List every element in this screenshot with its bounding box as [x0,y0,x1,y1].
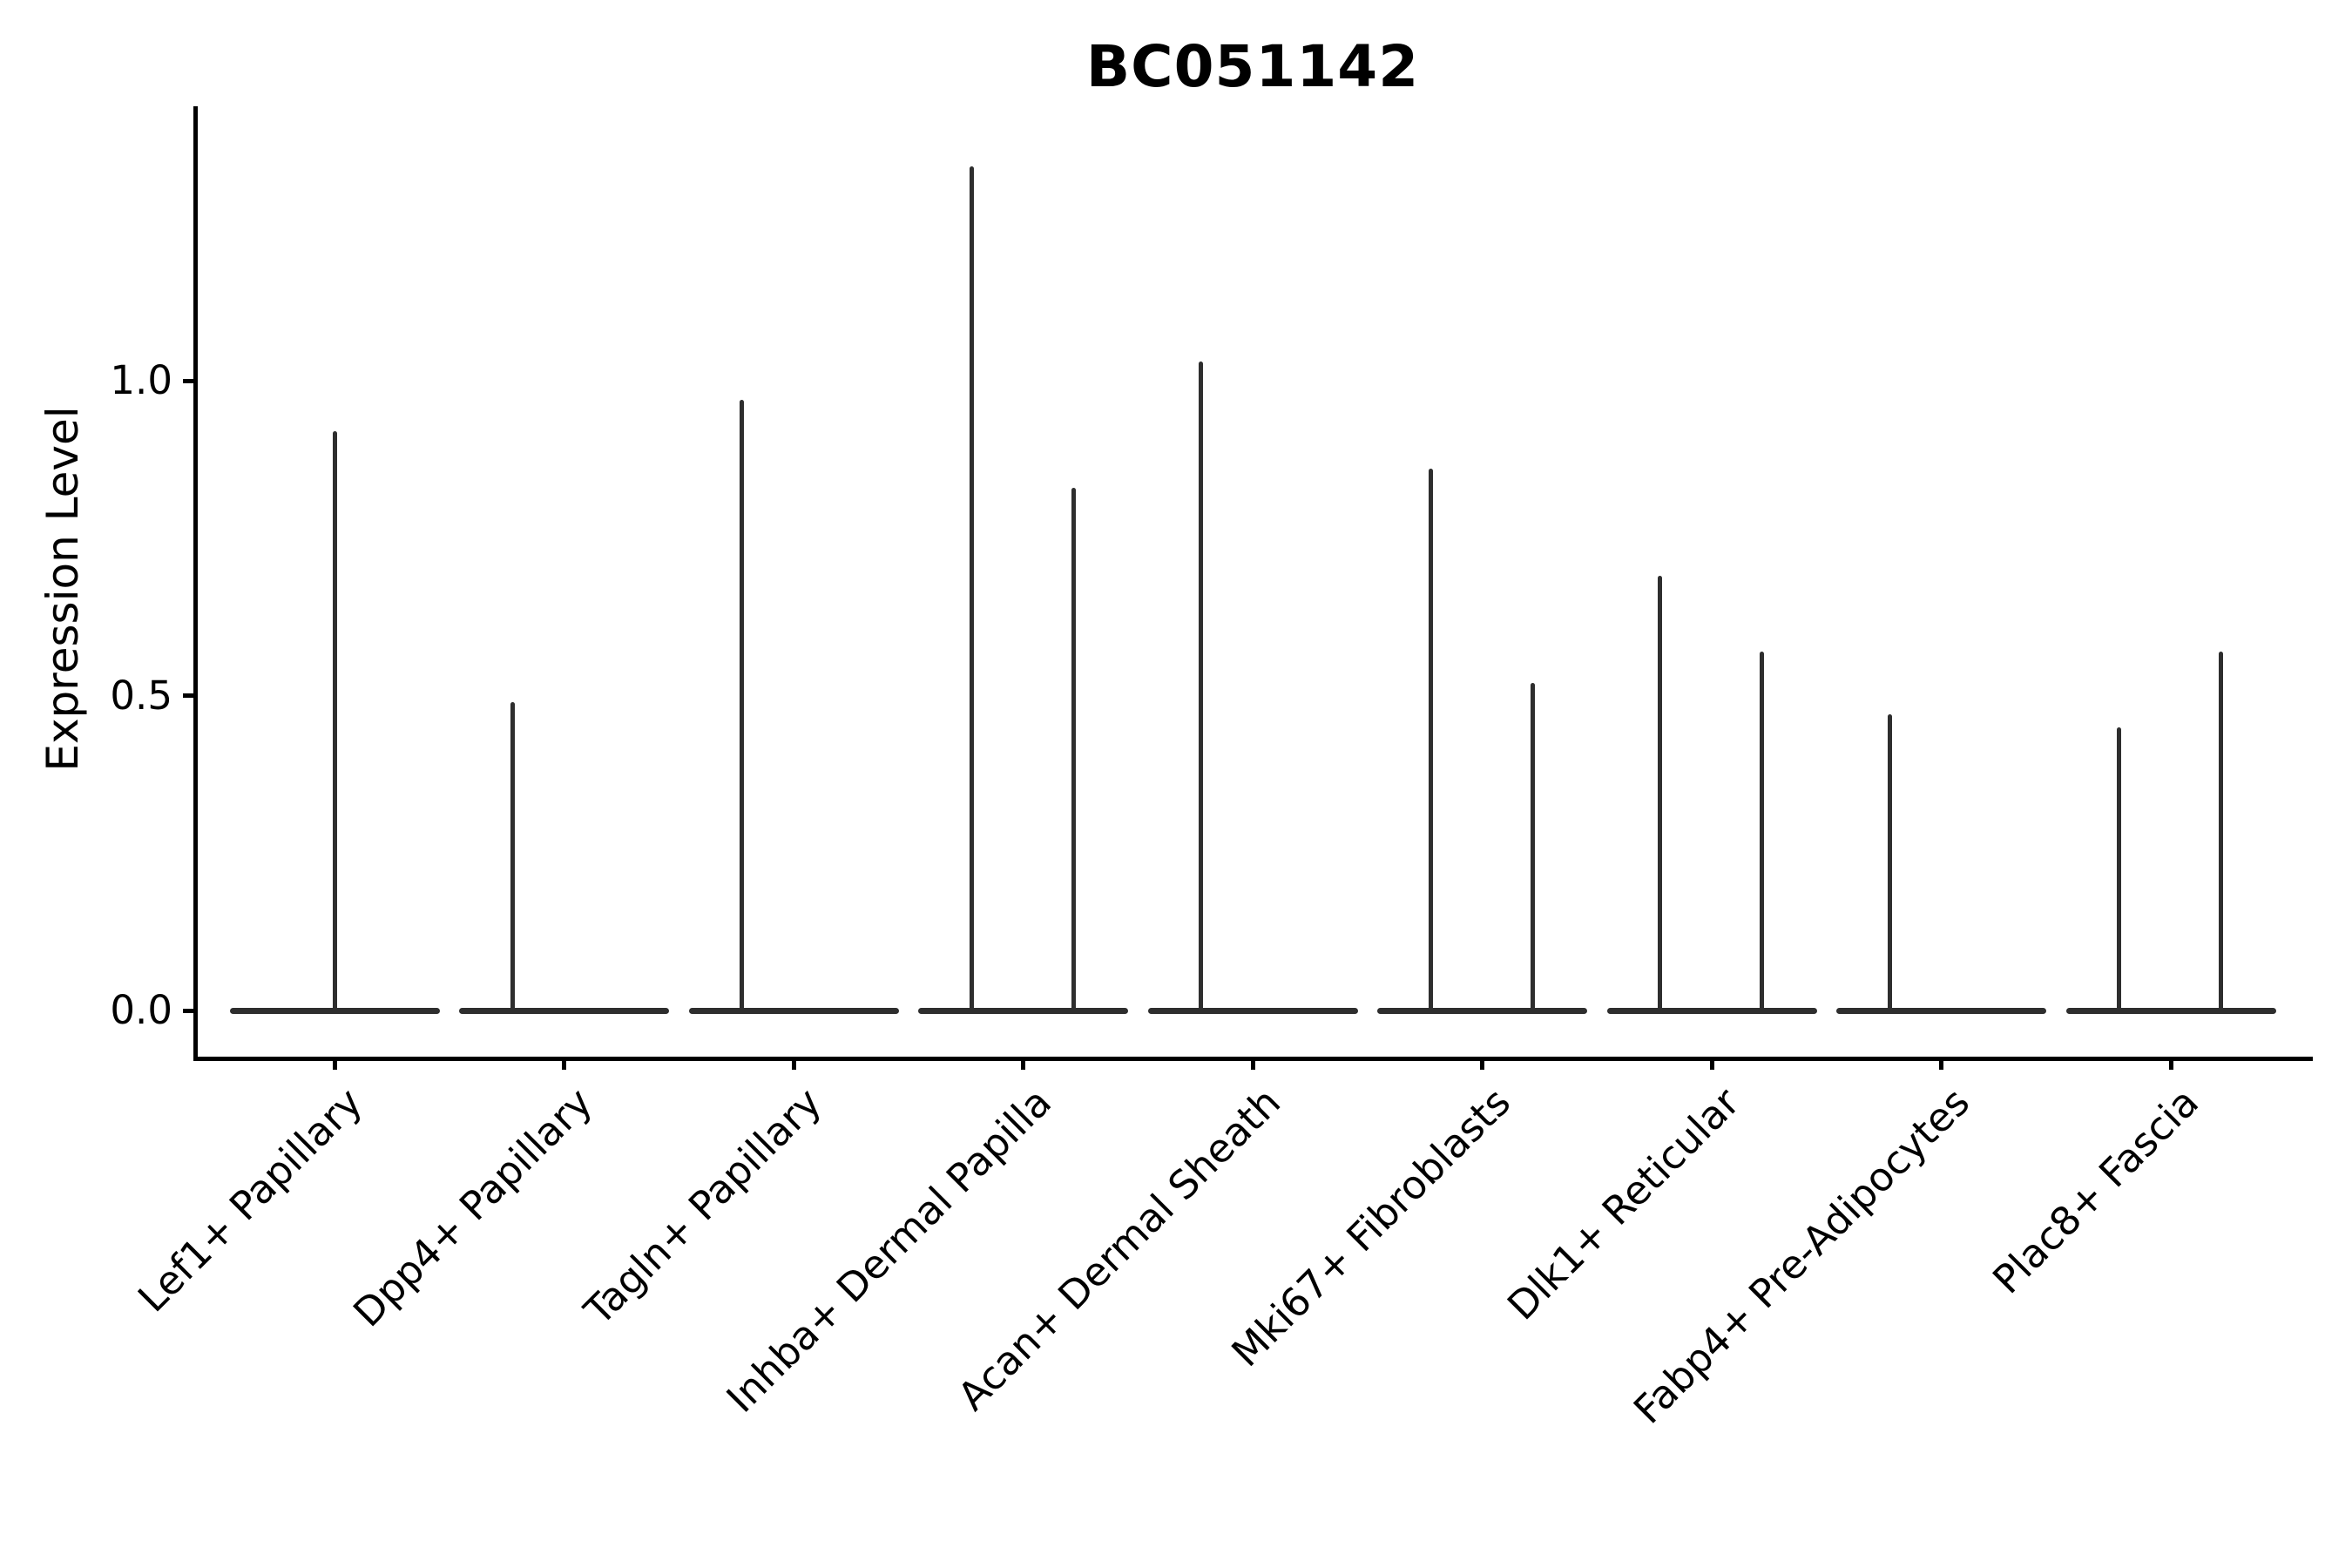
y-axis-label: Expression Level [37,406,88,772]
x-tick-mark [1250,1057,1255,1070]
violin-baseline [1836,1007,2046,1014]
x-tick-mark [1709,1057,1714,1070]
violin-spike [740,399,745,1014]
y-tick-label: 0.5 [110,672,172,719]
violin-baseline [1377,1007,1587,1014]
violin-baseline [918,1007,1128,1014]
y-tick-mark [183,1008,194,1013]
y-tick-label: 1.0 [110,357,172,403]
y-tick-mark [183,693,194,698]
violin-spike [332,430,337,1014]
violin-spike [1428,469,1433,1014]
violin-spike [1199,362,1204,1014]
violin-baseline [2065,1007,2276,1014]
chart-title: BC051142 [1085,33,1420,100]
violin-spike [1530,683,1535,1014]
violin-spike [969,166,974,1014]
y-axis-spine [193,106,198,1061]
violin-spike [1760,651,1765,1014]
x-tick-mark [1939,1057,1943,1070]
violin-baseline [1147,1007,1358,1014]
y-tick-label: 0.0 [110,987,172,1033]
violin-spike [2117,727,2122,1014]
violin-spike [1658,576,1663,1014]
x-tick-mark [1480,1057,1484,1070]
violin-baseline [688,1007,899,1014]
violin-baseline [459,1007,669,1014]
x-tick-mark [791,1057,796,1070]
x-tick-mark [562,1057,566,1070]
x-tick-mark [332,1057,337,1070]
x-tick-mark [2168,1057,2173,1070]
violin-spike [1071,487,1076,1014]
violin-baseline [1606,1007,1817,1014]
violin-spike [2219,651,2224,1014]
y-tick-mark [183,378,194,383]
x-tick-mark [1021,1057,1025,1070]
violin-spike [510,701,515,1014]
violin-spike [1887,714,1892,1014]
